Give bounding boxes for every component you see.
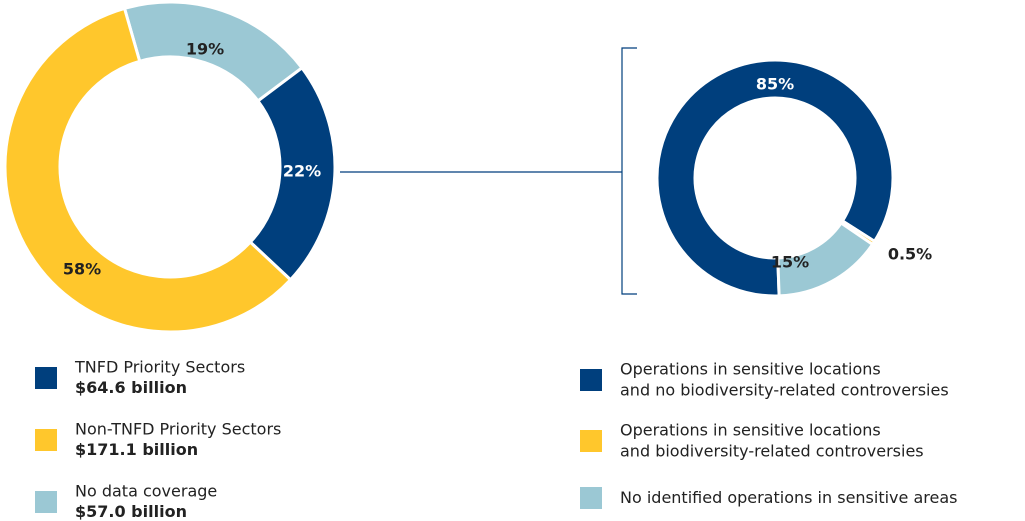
- donut-segment: [776, 220, 875, 298]
- value-label: 22%: [283, 162, 321, 181]
- legend-amount: $171.1 billion: [75, 440, 198, 459]
- donut-segment: [655, 58, 895, 298]
- legend-label: No data coverage: [75, 481, 217, 500]
- legend-label: No identified operations in sensitive ar…: [620, 488, 957, 507]
- legend-label: Non-TNFD Priority Sectors: [75, 419, 281, 438]
- value-label: 85%: [756, 75, 794, 94]
- legend-swatch: [35, 491, 57, 513]
- legend-swatch: [35, 429, 57, 451]
- legend-label: Operations in sensitive locations and no …: [620, 359, 949, 399]
- legend-label: Operations in sensitive locations and bio…: [620, 420, 924, 460]
- value-label: 15%: [771, 253, 809, 272]
- legend-swatch: [35, 367, 57, 389]
- value-label: 19%: [186, 40, 224, 59]
- bracket: [621, 47, 637, 295]
- legend-label: TNFD Priority Sectors: [74, 357, 245, 376]
- legend-amount: $57.0 billion: [75, 502, 187, 521]
- legend-swatch: [580, 430, 602, 452]
- donut-segment: [3, 6, 293, 334]
- legend-amount: $64.6 billion: [75, 378, 187, 397]
- legend-swatch: [580, 487, 602, 509]
- value-label: 58%: [63, 260, 101, 279]
- value-label: 0.5%: [888, 245, 932, 264]
- legend-swatch: [580, 369, 602, 391]
